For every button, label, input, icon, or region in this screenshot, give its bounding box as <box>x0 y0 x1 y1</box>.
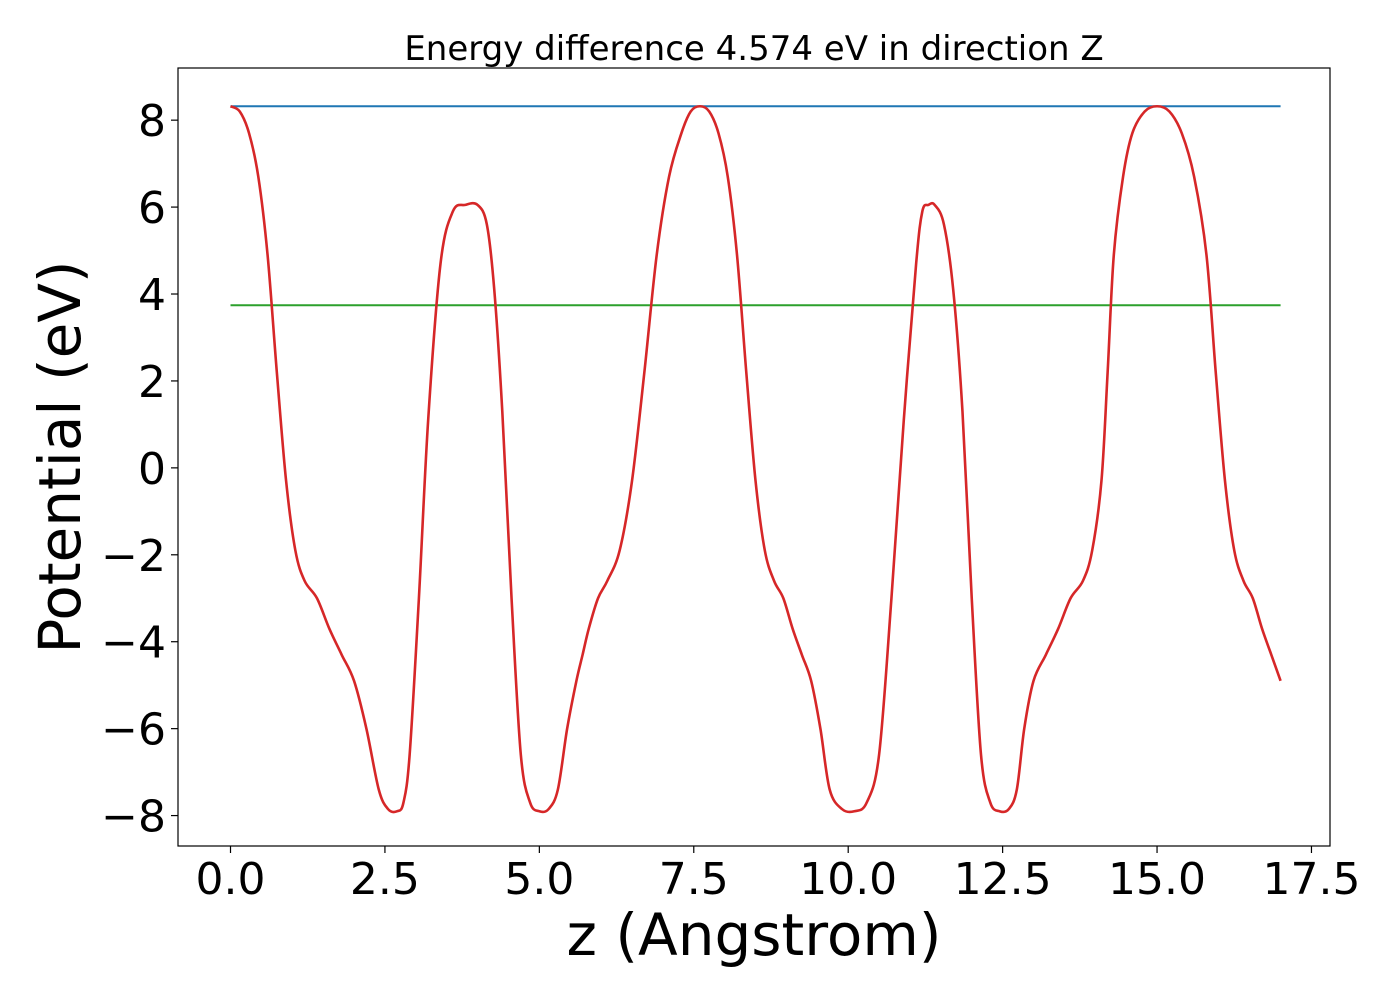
x-tick-label: 7.5 <box>659 854 729 905</box>
y-tick-label: −6 <box>101 705 166 756</box>
axes-frame <box>177 67 1331 847</box>
y-tick-label: −2 <box>101 531 166 582</box>
y-tick-label: 4 <box>138 270 166 321</box>
x-tick-label: 2.5 <box>350 854 420 905</box>
x-tick-label: 10.0 <box>799 854 897 905</box>
chart-title: Energy difference 4.574 eV in direction … <box>404 29 1103 69</box>
x-axis-label: z (Angstrom) <box>567 901 942 969</box>
y-tick-label: 2 <box>138 357 166 408</box>
potential-curve <box>229 104 1282 814</box>
y-tick-label: 6 <box>138 183 166 234</box>
x-tick-label: 5.0 <box>504 854 574 905</box>
x-tick-label: 12.5 <box>954 854 1052 905</box>
x-tick-label: 0.0 <box>196 854 266 905</box>
x-tick-label: 15.0 <box>1108 854 1206 905</box>
x-axis-ticks: 0.0 2.5 5.0 7.5 10.0 12.5 15.0 17.5 <box>196 846 1360 905</box>
y-tick-label: −8 <box>101 792 166 843</box>
y-tick-label: −4 <box>101 618 166 669</box>
y-axis-ticks: 8 6 4 2 0 −2 −4 −6 −8 <box>101 96 178 843</box>
plot-lines <box>229 104 1282 814</box>
y-tick-label: 8 <box>138 96 166 147</box>
x-tick-label: 17.5 <box>1262 854 1360 905</box>
y-tick-label: 0 <box>138 444 166 495</box>
y-axis-label: Potential (eV) <box>26 260 94 653</box>
